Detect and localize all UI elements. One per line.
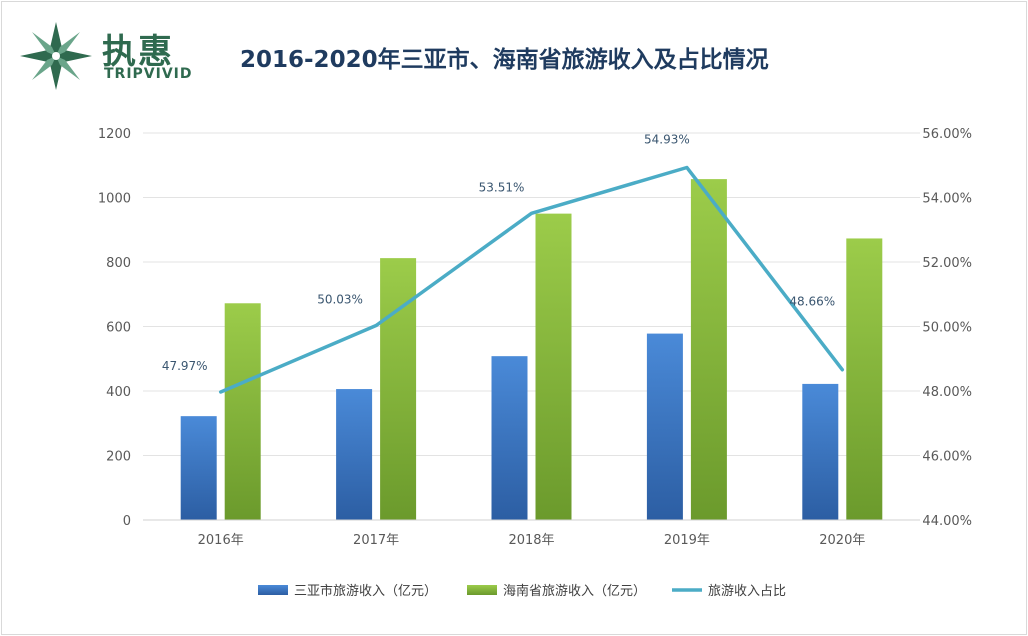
ratio-data-label: 50.03% [317,293,363,307]
x-tick-label: 2020年 [819,533,865,548]
bar-hainan [224,303,261,520]
y-right-tick-label: 48.00% [922,385,972,400]
y-right-tick-label: 52.00% [922,256,972,271]
ratio-data-label: 54.93% [644,133,690,147]
bar-sanya [802,383,839,520]
y-left-tick-label: 0 [123,514,131,529]
x-tick-label: 2019年 [664,533,710,548]
bar-hainan [846,238,883,520]
legend-hainan-label: 海南省旅游收入（亿元） [503,583,646,599]
ratio-data-label: 48.66% [789,295,835,309]
y-left-tick-label: 1000 [98,192,131,207]
y-right-tick-label: 56.00% [922,127,972,142]
bar-sanya [491,356,528,520]
star-emblem-icon [20,22,92,90]
legend-ratio-label: 旅游收入占比 [708,584,786,599]
ratio-data-label: 53.51% [479,180,525,194]
bar-sanya [180,416,217,520]
y-left-tick-label: 1200 [98,127,131,142]
bar-hainan [380,258,417,520]
y-left-tick-label: 400 [106,385,131,400]
y-left-tick-label: 600 [106,321,131,336]
chart-title: 2016-2020年三亚市、海南省旅游收入及占比情况 [240,47,769,73]
ratio-line [218,165,845,394]
y-left-tick-label: 800 [106,256,131,271]
logo: 执惠 TRIPVIVID [18,20,208,92]
y-right-tick-label: 54.00% [922,192,972,207]
y-right-tick-label: 46.00% [922,450,972,465]
bar-sanya [336,389,373,520]
y-right-tick-label: 50.00% [922,321,972,336]
x-tick-label: 2016年 [198,533,244,548]
y-left-tick-label: 200 [106,450,131,465]
logo-text-cn: 执惠 [102,32,174,72]
bar-sanya [646,333,683,520]
legend-sanya-label: 三亚市旅游收入（亿元） [294,583,437,599]
x-tick-label: 2018年 [508,533,554,548]
ratio-data-label: 47.97% [162,359,208,373]
logo-text-en: TRIPVIVID [104,66,193,82]
bar-hainan [535,213,572,520]
y-right-tick-label: 44.00% [922,514,972,529]
x-tick-label: 2017年 [353,533,399,548]
legend-sanya-swatch [258,585,288,595]
bar-hainan [690,179,727,520]
legend-hainan-swatch [467,585,497,595]
